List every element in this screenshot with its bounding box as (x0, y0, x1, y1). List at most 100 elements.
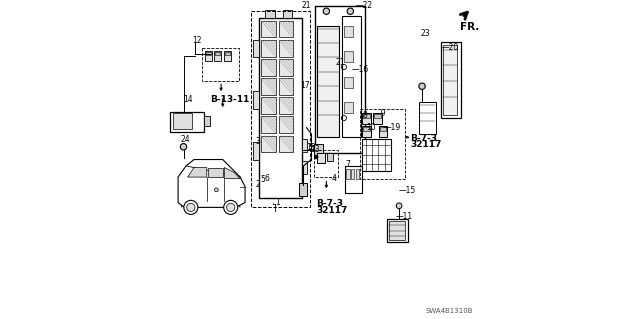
Polygon shape (178, 160, 245, 207)
Circle shape (419, 83, 425, 89)
Bar (252, 11, 310, 207)
Text: 10: 10 (366, 122, 376, 131)
Text: 21: 21 (302, 1, 311, 10)
Bar (283, 10, 292, 18)
Bar (362, 126, 371, 137)
Text: 17: 17 (300, 81, 310, 90)
Bar (314, 150, 337, 177)
Bar (205, 51, 212, 61)
Text: —15: —15 (399, 186, 417, 195)
Bar (278, 59, 293, 76)
Bar (205, 52, 211, 55)
Text: B-7-3: B-7-3 (316, 199, 343, 208)
Text: 14: 14 (183, 95, 193, 104)
Bar (344, 26, 353, 37)
Bar (278, 136, 293, 152)
Circle shape (227, 203, 235, 211)
Text: 1: 1 (275, 198, 280, 207)
Bar (344, 51, 353, 62)
Bar (440, 41, 461, 118)
Bar (419, 102, 436, 134)
Bar (351, 169, 355, 179)
Bar (261, 136, 276, 152)
Text: 18: 18 (307, 143, 316, 152)
Bar (356, 169, 359, 179)
Bar (327, 153, 333, 161)
Bar (346, 169, 349, 179)
Bar (380, 127, 387, 131)
Bar (379, 126, 387, 137)
Bar (278, 97, 293, 114)
Bar (261, 78, 276, 95)
Text: 32117: 32117 (316, 206, 348, 215)
Bar (173, 113, 192, 129)
Bar (261, 40, 276, 56)
Bar (364, 127, 370, 131)
Polygon shape (209, 167, 223, 177)
Text: 7: 7 (345, 160, 349, 169)
Bar (317, 153, 325, 163)
Bar (299, 183, 307, 196)
Bar (344, 77, 353, 88)
Bar (314, 144, 323, 156)
Text: 13: 13 (310, 145, 320, 154)
Bar (302, 139, 307, 152)
Circle shape (347, 8, 353, 14)
Polygon shape (188, 167, 207, 177)
Bar (253, 40, 259, 57)
Text: 32117: 32117 (410, 140, 442, 149)
Bar (345, 166, 362, 193)
Bar (317, 26, 339, 137)
Circle shape (180, 144, 187, 150)
Bar (261, 97, 276, 114)
Text: 6: 6 (264, 174, 269, 182)
Text: 4: 4 (331, 174, 336, 183)
Text: 3: 3 (255, 137, 260, 146)
Circle shape (314, 155, 318, 159)
Circle shape (184, 200, 198, 214)
Bar (261, 116, 276, 133)
Circle shape (214, 188, 218, 192)
Bar (265, 10, 275, 18)
Bar (224, 51, 230, 61)
Text: —20: —20 (442, 43, 459, 52)
Circle shape (323, 8, 330, 14)
Bar (362, 113, 371, 124)
Bar (204, 116, 210, 126)
Bar (215, 52, 220, 55)
Bar (170, 112, 204, 132)
Text: 2: 2 (255, 180, 260, 189)
Text: 8: 8 (362, 111, 367, 120)
Bar (261, 21, 276, 37)
Text: FR.: FR. (460, 22, 480, 32)
Bar (374, 114, 381, 118)
Circle shape (396, 203, 402, 209)
Text: —9: —9 (374, 109, 386, 118)
Bar (443, 45, 457, 115)
Bar (278, 40, 293, 56)
Bar (302, 161, 307, 174)
Text: —11: —11 (396, 212, 412, 221)
Bar (253, 91, 259, 108)
Bar (202, 199, 216, 206)
Bar (261, 59, 276, 76)
Bar (316, 6, 365, 153)
Text: 24: 24 (180, 135, 190, 144)
Bar (360, 108, 404, 179)
Bar (373, 113, 381, 124)
Text: —19: —19 (384, 122, 401, 131)
Text: 23: 23 (420, 29, 430, 38)
Bar (389, 221, 405, 240)
Bar (387, 219, 408, 242)
Text: B-7-3: B-7-3 (410, 134, 437, 143)
Text: 12: 12 (193, 36, 202, 45)
Text: —22: —22 (356, 1, 373, 10)
Text: SWA4B1310B: SWA4B1310B (426, 308, 473, 314)
Bar (253, 142, 259, 160)
Bar (364, 114, 370, 118)
Bar (362, 139, 391, 171)
Bar (259, 18, 302, 198)
Bar (278, 116, 293, 133)
Circle shape (187, 203, 195, 211)
Bar (342, 16, 362, 137)
